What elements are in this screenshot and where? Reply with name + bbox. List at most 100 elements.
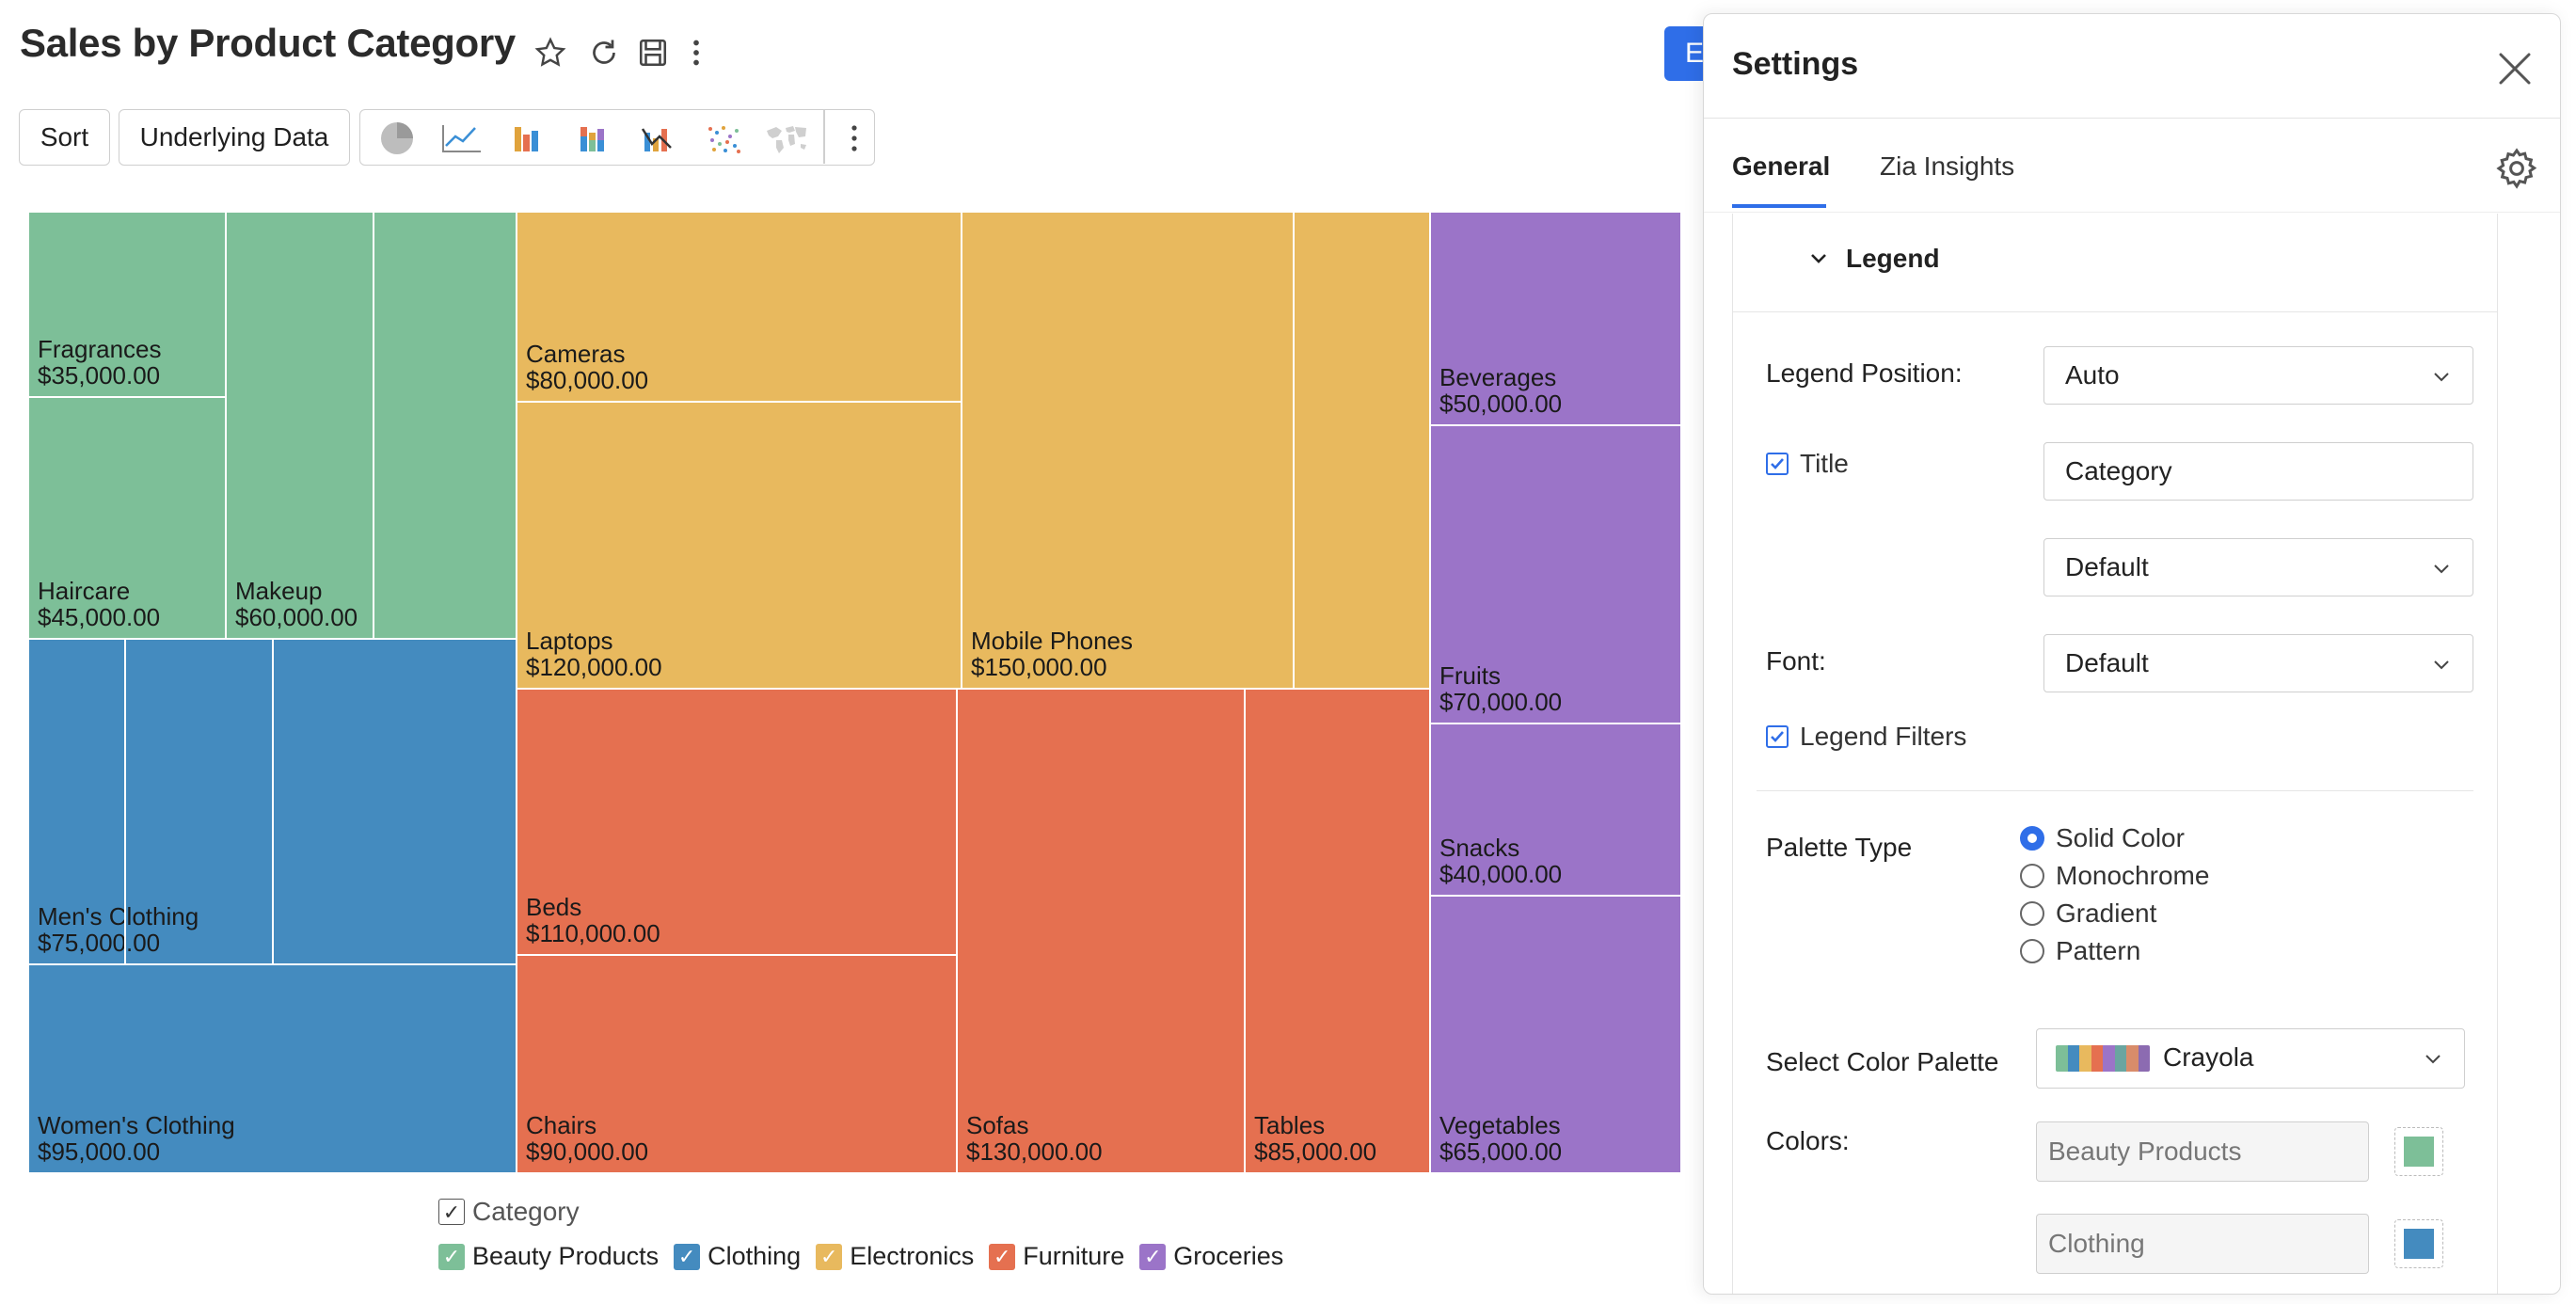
treemap-rect[interactable] <box>516 212 962 403</box>
treemap-rect[interactable] <box>1429 424 1681 724</box>
chart-more-options-icon[interactable] <box>831 119 868 157</box>
palette-swatch-band <box>2091 1045 2103 1072</box>
save-icon[interactable] <box>632 32 674 73</box>
color-entry-name: Beauty Products <box>2036 1121 2369 1182</box>
treemap-value-label: $70,000.00 <box>1439 688 1562 716</box>
legend-item-clothing[interactable]: ✓ Clothing <box>674 1242 801 1271</box>
palette-radio-pattern[interactable]: Pattern <box>2020 936 2140 966</box>
treemap-tile-haircare[interactable]: Haircare$45,000.00 <box>28 396 227 640</box>
treemap-tile-snacks[interactable]: Snacks$40,000.00 <box>1429 723 1681 897</box>
treemap-rect[interactable] <box>1429 895 1681 1173</box>
legend-item-furniture[interactable]: ✓ Furniture <box>989 1242 1124 1271</box>
palette-swatch-band <box>2067 1045 2079 1072</box>
title-checkbox-label: Title <box>1800 449 1849 478</box>
title-style-dropdown[interactable]: Default <box>2043 538 2473 596</box>
underlying-data-button[interactable]: Underlying Data <box>119 109 350 166</box>
treemap-tile-vegetables[interactable]: Vegetables$65,000.00 <box>1429 895 1681 1173</box>
treemap-svg: Fragrances$35,000.00Haircare$45,000.00Ma… <box>28 212 1681 1173</box>
settings-panel: Settings General Zia Insights Legend Leg… <box>1703 13 2561 1295</box>
legend-title-input[interactable]: Category <box>2043 442 2473 501</box>
treemap-rect[interactable] <box>516 954 958 1173</box>
color-entry-swatch[interactable] <box>2394 1127 2443 1176</box>
treemap-rect[interactable] <box>961 212 1431 690</box>
treemap-rect[interactable] <box>1429 212 1681 426</box>
radio-icon <box>2020 826 2044 851</box>
title-checkbox[interactable]: Title <box>1766 449 1849 479</box>
font-value: Default <box>2065 648 2149 677</box>
font-dropdown[interactable]: Default <box>2043 634 2473 692</box>
refresh-icon[interactable] <box>583 32 625 73</box>
treemap-tile-women-s-clothing[interactable]: Women's Clothing$95,000.00 <box>28 963 517 1173</box>
treemap-value-label: $95,000.00 <box>38 1137 160 1166</box>
treemap-rect[interactable] <box>1429 723 1681 897</box>
legend-position-label: Legend Position: <box>1766 358 1963 388</box>
treemap-tile-laptops[interactable]: Laptops$120,000.00 <box>516 401 962 690</box>
checkbox-checked-icon <box>1766 453 1789 475</box>
color-entry-swatch[interactable] <box>2394 1219 2443 1268</box>
treemap-rect[interactable] <box>28 212 227 398</box>
close-icon[interactable] <box>2487 40 2543 97</box>
treemap-label: Makeup <box>235 577 323 605</box>
legend-title[interactable]: ✓ Category <box>438 1197 580 1227</box>
color-swatch-fill <box>2404 1137 2434 1167</box>
treemap-rect[interactable] <box>516 688 958 956</box>
color-palette-dropdown[interactable]: Crayola <box>2036 1028 2465 1089</box>
palette-radio-label: Pattern <box>2056 936 2141 965</box>
treemap-rect[interactable] <box>1244 688 1431 1173</box>
legend-title-label: Category <box>472 1197 580 1226</box>
gear-icon[interactable] <box>2494 146 2539 191</box>
palette-radio-monochrome[interactable]: Monochrome <box>2020 861 2209 891</box>
more-options-icon[interactable] <box>676 32 717 73</box>
treemap-value-label: $150,000.00 <box>971 653 1107 681</box>
treemap-rect[interactable] <box>516 401 962 690</box>
treemap-tile-sofas[interactable]: Sofas$130,000.00 <box>956 688 1246 1173</box>
legend-position-dropdown[interactable]: Auto <box>2043 346 2473 405</box>
treemap-label: Vegetables <box>1439 1111 1561 1139</box>
treemap-tile-beds[interactable]: Beds$110,000.00 <box>516 688 958 956</box>
treemap-tile-mobile-phones[interactable]: Mobile Phones$150,000.00 <box>961 212 1431 690</box>
legend-title-check-icon[interactable]: ✓ <box>438 1199 465 1225</box>
treemap-tile-beverages[interactable]: Beverages$50,000.00 <box>1429 212 1681 426</box>
treemap-rect[interactable] <box>225 212 517 640</box>
legend-filters-checkbox[interactable]: Legend Filters <box>1766 722 1966 752</box>
treemap-tile-cameras[interactable]: Cameras$80,000.00 <box>516 212 962 403</box>
line-chart-icon[interactable] <box>437 119 485 157</box>
treemap-label: Women's Clothing <box>38 1111 235 1139</box>
palette-radio-gradient[interactable]: Gradient <box>2020 898 2156 929</box>
legend-section-header[interactable]: Legend <box>1808 244 1940 274</box>
palette-radio-label: Gradient <box>2056 898 2157 928</box>
map-chart-icon[interactable] <box>763 119 810 157</box>
tab-general[interactable]: General <box>1732 151 1831 181</box>
palette-radio-solid-color[interactable]: Solid Color <box>2020 823 2185 853</box>
legend-item-electronics[interactable]: ✓ Electronics <box>816 1242 974 1271</box>
palette-radio-label: Solid Color <box>2056 823 2185 852</box>
treemap-tile-tables[interactable]: Tables$85,000.00 <box>1244 688 1431 1173</box>
stacked-bar-chart-icon[interactable] <box>569 119 616 157</box>
chart-type-selector <box>359 109 875 166</box>
treemap-value-label: $50,000.00 <box>1439 390 1562 418</box>
treemap-value-label: $130,000.00 <box>966 1137 1103 1166</box>
treemap-tile-chairs[interactable]: Chairs$90,000.00 <box>516 954 958 1173</box>
legend-item-groceries[interactable]: ✓ Groceries <box>1139 1242 1283 1271</box>
legend-item-beauty-products[interactable]: ✓ Beauty Products <box>438 1242 659 1271</box>
color-swatch-fill <box>2404 1229 2434 1259</box>
sort-button[interactable]: Sort <box>19 109 110 166</box>
scatter-chart-icon[interactable] <box>699 119 746 157</box>
favorite-star-icon[interactable] <box>530 32 571 73</box>
combo-chart-icon[interactable] <box>633 119 680 157</box>
treemap-tile-makeup[interactable]: Makeup$60,000.00 <box>225 212 517 640</box>
chevron-down-icon <box>2434 565 2449 574</box>
treemap-tile-fragrances[interactable]: Fragrances$35,000.00 <box>28 212 227 398</box>
radio-icon <box>2020 939 2044 963</box>
color-entry-name: Clothing <box>2036 1214 2369 1274</box>
treemap-chart: Fragrances $35,000.00 Haircare $45,000.00 Ma… <box>28 212 1681 1173</box>
treemap-rect[interactable] <box>28 963 517 1173</box>
tab-zia-insights[interactable]: Zia Insights <box>1880 151 2015 181</box>
treemap-rect[interactable] <box>956 688 1246 1173</box>
treemap-tile-fruits[interactable]: Fruits$70,000.00 <box>1429 424 1681 724</box>
pie-chart-icon[interactable] <box>374 119 421 157</box>
bar-chart-icon[interactable] <box>503 119 550 157</box>
treemap-label: Sofas <box>966 1111 1029 1139</box>
treemap-label: Mobile Phones <box>971 627 1133 655</box>
palette-swatch-icon <box>2056 1045 2150 1072</box>
